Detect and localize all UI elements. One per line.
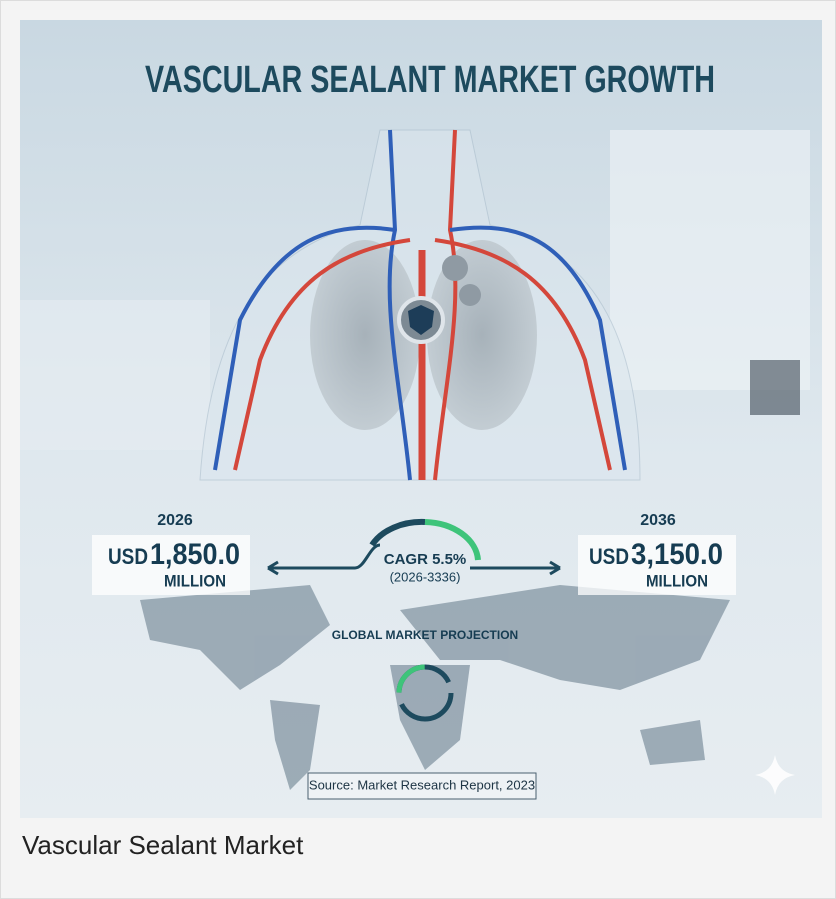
start-year: 2026: [157, 512, 193, 529]
cagr-period: (2026-3336): [390, 569, 461, 584]
window: [610, 130, 810, 390]
end-unit: MILLION: [646, 571, 708, 590]
end-year: 2036: [640, 512, 676, 529]
start-currency: USD: [108, 544, 148, 569]
title: VASCULAR SEALANT MARKET GROWTH: [145, 59, 715, 101]
map-label: GLOBAL MARKET PROJECTION: [332, 628, 518, 642]
page: VASCULAR SEALANT MARKET GROWTH 2026 USD …: [0, 0, 836, 899]
desk: [20, 300, 210, 450]
gear: [459, 284, 481, 306]
gear: [442, 255, 468, 281]
cagr: CAGR 5.5%: [384, 551, 467, 568]
end-currency: USD: [589, 544, 629, 569]
source: Source: Market Research Report, 2023: [309, 777, 535, 792]
infographic: VASCULAR SEALANT MARKET GROWTH 2026 USD …: [20, 20, 822, 818]
start-unit: MILLION: [164, 571, 226, 590]
monitor: [750, 360, 800, 415]
end-amount: 3,150.0: [631, 538, 723, 571]
start-amount: 1,850.0: [150, 538, 240, 571]
caption: Vascular Sealant Market: [22, 830, 304, 860]
